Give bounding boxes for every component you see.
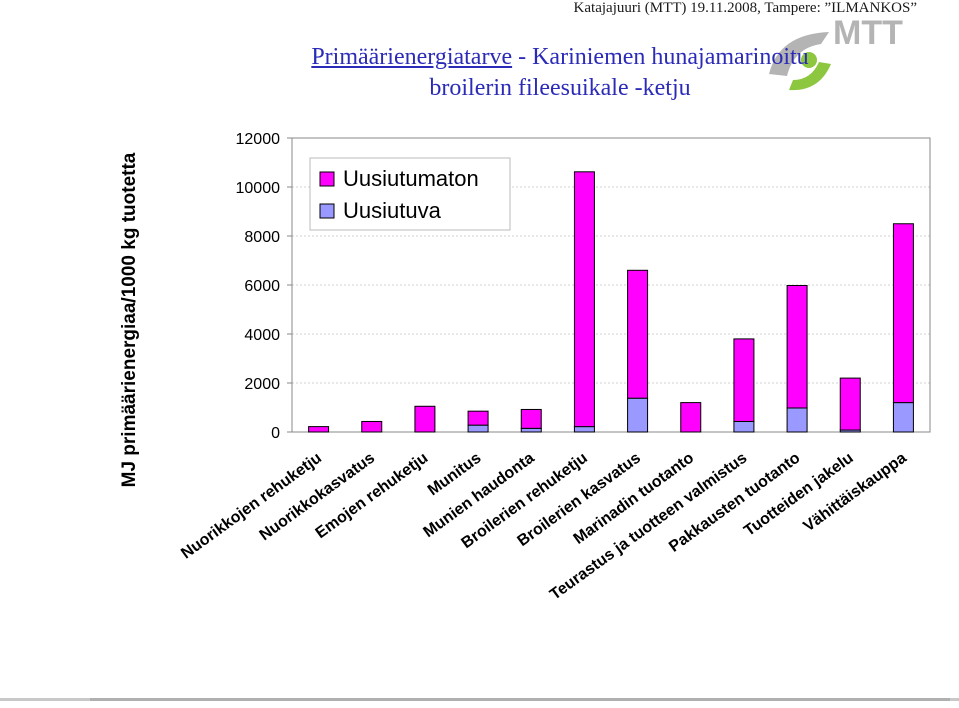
y-tick-label: 0 bbox=[271, 425, 280, 442]
bar-uusiutumaton bbox=[361, 420, 383, 433]
legend-box bbox=[309, 157, 511, 231]
bar-uusiutumaton bbox=[520, 408, 542, 429]
logo-swoosh-gray bbox=[769, 32, 829, 76]
legend-label: Uusiutumaton bbox=[343, 166, 479, 191]
logo-text: MTT bbox=[833, 14, 903, 52]
title-line1-rest: - Kariniemen hunajamarinoitu bbox=[512, 44, 809, 70]
y-tick-label: 2000 bbox=[244, 376, 280, 393]
bar-uusiutumaton bbox=[573, 171, 595, 428]
y-axis-ticks: 0 2000 4000 6000 8000 10000 12000 bbox=[236, 131, 292, 442]
bar-uusiutumaton bbox=[733, 338, 755, 422]
bars bbox=[308, 171, 914, 433]
mtt-logo: MTT bbox=[769, 14, 903, 91]
page-title: Primäärienergiatarve - Kariniemen hunaja… bbox=[245, 42, 875, 104]
legend-swatch bbox=[319, 203, 335, 219]
bar-uusiutuva bbox=[467, 424, 489, 433]
y-axis-label: MJ primäärienergiaa/1000 kg tuotetta bbox=[119, 152, 140, 487]
x-axis-tick-labels: Nuorikkojen rehuketjuNuorikkokasvatusEmo… bbox=[178, 449, 910, 603]
logo-dot bbox=[801, 52, 817, 68]
bar-uusiutuva bbox=[627, 397, 649, 433]
bar-uusiutumaton bbox=[308, 426, 330, 433]
bar-uusiutuva bbox=[892, 402, 914, 433]
bar-uusiutuva bbox=[520, 427, 542, 433]
logo-swoosh-green bbox=[789, 62, 831, 91]
bar-uusiutuva bbox=[733, 420, 755, 433]
header-caption: Katajajuuri (MTT) 19.11.2008, Tampere: ”… bbox=[573, 0, 917, 16]
bar-uusiutumaton bbox=[786, 284, 808, 409]
bar-uusiutumaton bbox=[414, 405, 436, 433]
y-tick-label: 4000 bbox=[244, 327, 280, 344]
bar-uusiutumaton bbox=[839, 377, 861, 431]
bar-uusiutumaton bbox=[467, 410, 489, 426]
y-tick-label: 8000 bbox=[244, 229, 280, 246]
y-tick-label: 6000 bbox=[244, 278, 280, 295]
title-line2: broilerin fileesuikale -ketju bbox=[429, 75, 691, 101]
title-line1-underlined[interactable]: Primäärienergiatarve bbox=[311, 44, 513, 70]
bar-uusiutuva bbox=[573, 426, 595, 433]
legend-label: Uusiutuva bbox=[343, 198, 442, 223]
legend: Uusiutumaton Uusiutuva bbox=[309, 157, 511, 231]
bar-uusiutumaton bbox=[627, 269, 649, 399]
bar-uusiutumaton bbox=[892, 223, 914, 404]
bar-uusiutumaton bbox=[680, 402, 702, 433]
footer-divider-dark bbox=[90, 698, 950, 701]
y-tick-label: 10000 bbox=[236, 180, 281, 197]
y-tick-label: 12000 bbox=[236, 131, 281, 148]
legend-swatch bbox=[319, 171, 335, 187]
bar-uusiutuva bbox=[786, 407, 808, 433]
